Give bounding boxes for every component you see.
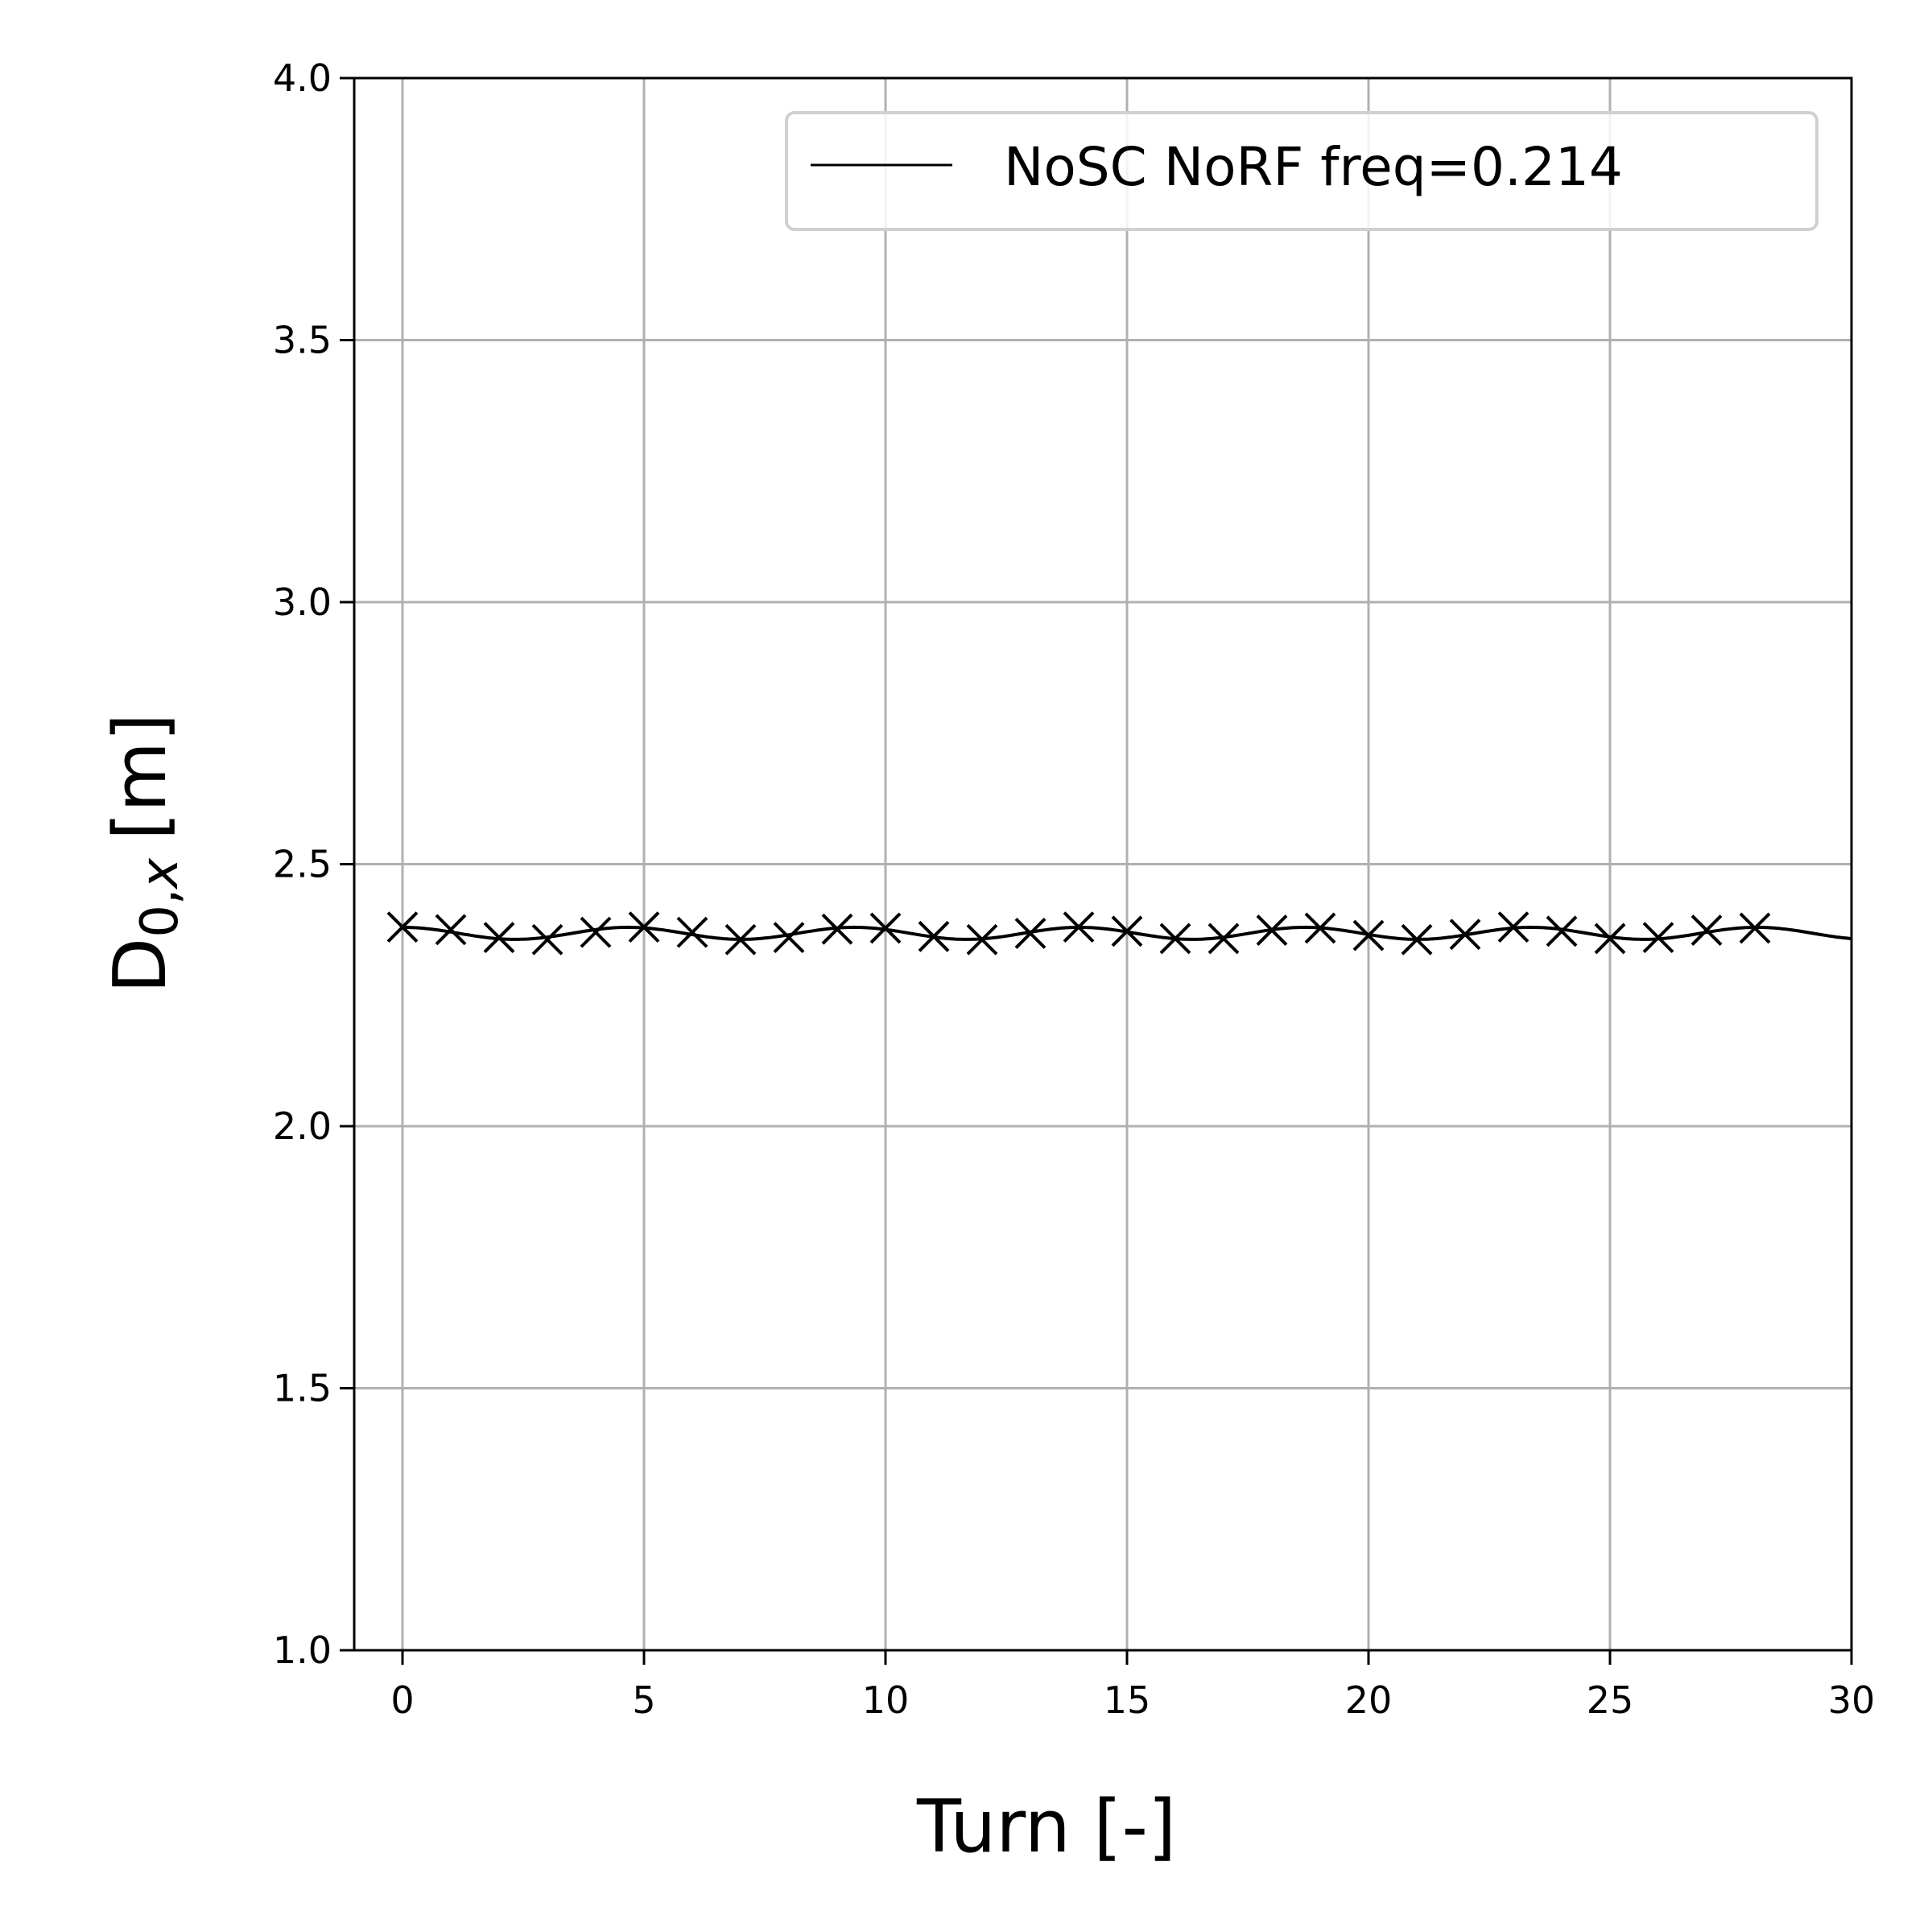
plot-series — [386, 911, 1852, 956]
data-point-marker — [1546, 915, 1578, 947]
marker-stroke — [1111, 915, 1143, 947]
marker-stroke — [1256, 914, 1288, 946]
marker-stroke — [1642, 922, 1674, 954]
marker-stroke — [918, 920, 950, 952]
x-tick-label: 30 — [1828, 1678, 1876, 1722]
data-point-marker — [1497, 911, 1530, 943]
y-axis-label-subscript: 0, — [130, 889, 190, 938]
marker-stroke — [386, 911, 419, 943]
marker-stroke — [1014, 918, 1046, 949]
legend: NoSC NoRF freq=0.214 — [785, 111, 1818, 231]
data-point-marker — [1256, 914, 1288, 946]
data-point-marker — [386, 911, 419, 943]
data-point-marker — [724, 923, 757, 956]
y-axis-label-main: D — [98, 938, 183, 993]
x-axis-label: Turn [-] — [916, 1785, 1176, 1869]
y-axis-label-var: x — [130, 857, 190, 890]
data-point-marker — [676, 916, 708, 948]
marker-stroke — [580, 916, 612, 948]
data-point-marker — [1111, 915, 1143, 947]
marker-stroke — [628, 911, 660, 943]
data-point-marker — [580, 916, 612, 948]
data-point-marker — [1401, 923, 1433, 956]
y-axis-label-unit: [m] — [98, 713, 183, 840]
data-point-marker — [966, 923, 998, 956]
marker-stroke — [1739, 912, 1771, 944]
marker-stroke — [483, 922, 515, 954]
legend-label: NoSC NoRF freq=0.214 — [1004, 136, 1623, 198]
marker-stroke — [676, 916, 708, 948]
y-tick-label: 2.0 — [273, 1104, 332, 1148]
x-tick-label: 25 — [1587, 1678, 1634, 1722]
data-point-marker — [1208, 923, 1240, 955]
data-point-marker — [869, 912, 902, 944]
y-tick-label: 1.5 — [273, 1367, 332, 1410]
marker-stroke — [1497, 911, 1530, 943]
marker-stroke — [1159, 923, 1191, 955]
marker-stroke — [966, 923, 998, 956]
x-tick-label: 0 — [390, 1678, 414, 1722]
x-tick-label: 15 — [1104, 1678, 1151, 1722]
data-point-marker — [628, 911, 660, 943]
marker-stroke — [1690, 914, 1723, 946]
data-point-marker — [1642, 922, 1674, 954]
marker-stroke — [773, 922, 805, 954]
marker-stroke — [724, 923, 757, 956]
data-point-marker — [531, 923, 564, 956]
axis-ticks: 0 5 10 15 20 25 30 1.0 1.5 2.0 2.5 3.0 3.5 4.0 — [273, 56, 1875, 1722]
marker-stroke — [1208, 923, 1240, 955]
data-point-marker — [918, 920, 950, 952]
marker-stroke — [1449, 919, 1481, 951]
data-point-marker — [1739, 912, 1771, 944]
data-point-marker — [1449, 919, 1481, 951]
data-point-marker — [435, 914, 467, 946]
data-point-marker — [1690, 914, 1723, 946]
data-point-marker — [821, 913, 853, 945]
marker-stroke — [1304, 912, 1336, 944]
marker-stroke — [1063, 911, 1095, 943]
marker-stroke — [435, 914, 467, 946]
data-point-marker — [773, 922, 805, 954]
marker-stroke — [1594, 923, 1626, 955]
marker-stroke — [1401, 923, 1433, 956]
data-point-marker — [483, 922, 515, 954]
y-tick-label: 1.0 — [273, 1629, 332, 1672]
x-tick-label: 5 — [632, 1678, 655, 1722]
marker-stroke — [531, 923, 564, 956]
x-tick-label: 20 — [1345, 1678, 1393, 1722]
data-point-marker — [1014, 918, 1046, 949]
data-point-marker — [1063, 911, 1095, 943]
y-tick-label: 3.5 — [273, 319, 332, 362]
marker-stroke — [1352, 919, 1385, 952]
y-axis-label: D0,x [m] — [98, 713, 190, 993]
data-point-marker — [1352, 919, 1385, 952]
marker-stroke — [821, 913, 853, 945]
y-tick-label: 4.0 — [273, 56, 332, 100]
data-point-marker — [1594, 923, 1626, 955]
data-point-marker — [1304, 912, 1336, 944]
legend-box — [785, 111, 1818, 231]
y-tick-label: 3.0 — [273, 580, 332, 624]
marker-stroke — [869, 912, 902, 944]
data-point-marker — [1159, 923, 1191, 955]
x-tick-label: 10 — [862, 1678, 910, 1722]
marker-stroke — [1546, 915, 1578, 947]
y-tick-label: 2.5 — [273, 843, 332, 886]
